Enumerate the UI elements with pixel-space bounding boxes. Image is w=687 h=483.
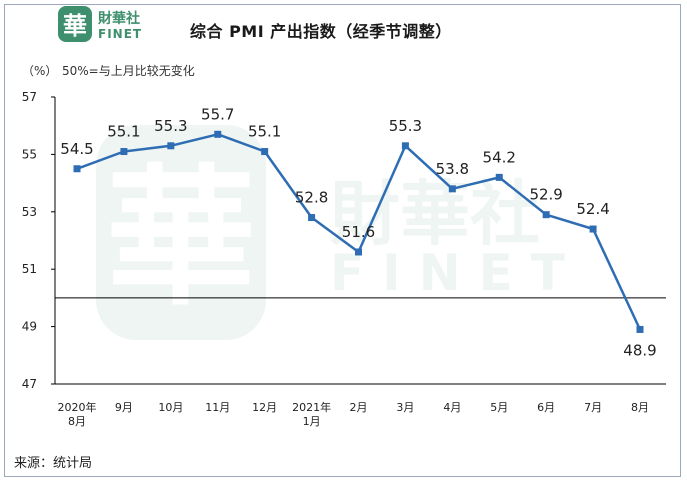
watermark-text-en: FINET [330, 244, 583, 302]
data-label: 54.5 [60, 140, 93, 158]
data-label: 48.9 [623, 341, 656, 359]
x-tick-label: 2021年 [292, 400, 331, 414]
x-tick-label: 12月 [252, 401, 277, 414]
y-tick-label: 57 [22, 90, 37, 104]
data-point [261, 148, 269, 156]
logo-badge [58, 6, 92, 42]
data-label: 55.1 [107, 123, 140, 141]
x-tick-label: 8月 [68, 415, 86, 428]
x-tick-label: 3月 [396, 401, 414, 414]
data-label: 51.6 [342, 223, 375, 241]
data-point [448, 185, 456, 193]
data-point [308, 214, 316, 222]
y-tick-label: 51 [22, 262, 37, 276]
x-tick-label: 10月 [158, 401, 183, 414]
data-label: 55.1 [248, 123, 281, 141]
x-tick-label: 9月 [115, 401, 133, 414]
data-point [401, 142, 409, 150]
x-tick-label: 6月 [537, 401, 555, 414]
series-line [73, 130, 644, 333]
y-tick-label: 49 [22, 320, 37, 334]
data-point [495, 173, 503, 181]
x-tick-label: 7月 [584, 401, 602, 414]
data-point [214, 130, 222, 138]
x-tick-label: 1月 [303, 415, 321, 428]
watermark: 華 財華社 FINET [96, 125, 583, 340]
logo-glyph: 華 [63, 11, 87, 40]
data-labels: 54.5 55.1 55.3 55.7 55.1 52.8 51.6 55.3 53.8 54.2… [60, 105, 656, 359]
data-point [73, 165, 81, 173]
data-label: 55.7 [201, 105, 234, 123]
y-tick-label: 55 [22, 147, 37, 161]
data-label: 53.8 [436, 160, 469, 178]
x-tick-label: 8月 [631, 401, 649, 414]
finet-logo: 華 財華社 FINET [58, 6, 142, 42]
data-point [167, 142, 175, 150]
x-tick-label: 2月 [350, 401, 368, 414]
source-note: 来源：统计局 [14, 456, 93, 471]
y-tick-label: 53 [22, 205, 37, 219]
x-tick-label: 2020年 [58, 400, 97, 414]
y-tick-label: 47 [22, 377, 37, 391]
logo-text-en: FINET [98, 27, 142, 41]
data-label: 52.9 [529, 186, 562, 204]
watermark-glyph: 華 [106, 150, 256, 326]
data-label: 55.3 [154, 117, 187, 135]
data-label: 52.4 [576, 200, 609, 218]
x-tick-label: 5月 [490, 401, 508, 414]
data-label: 55.3 [389, 117, 422, 135]
data-point [355, 248, 362, 256]
chart-frame [4, 4, 681, 477]
data-point [589, 225, 597, 233]
watermark-text-cn: 財華社 [330, 173, 540, 255]
x-tick-label: 11月 [205, 401, 230, 414]
data-label: 52.8 [295, 189, 328, 207]
x-tick-label: 4月 [443, 401, 461, 414]
data-label: 54.2 [483, 148, 516, 166]
logo-text-cn: 財華社 [97, 10, 140, 27]
watermark-badge [96, 125, 266, 340]
data-point [542, 211, 550, 219]
y-axis-unit-label: （%） [22, 64, 58, 78]
data-point [120, 148, 128, 156]
data-point [636, 325, 644, 333]
chart-note: 50%=与上月比较无变化 [62, 64, 195, 78]
chart-title: 综合 PMI 产出指数（经季节调整） [190, 22, 452, 41]
